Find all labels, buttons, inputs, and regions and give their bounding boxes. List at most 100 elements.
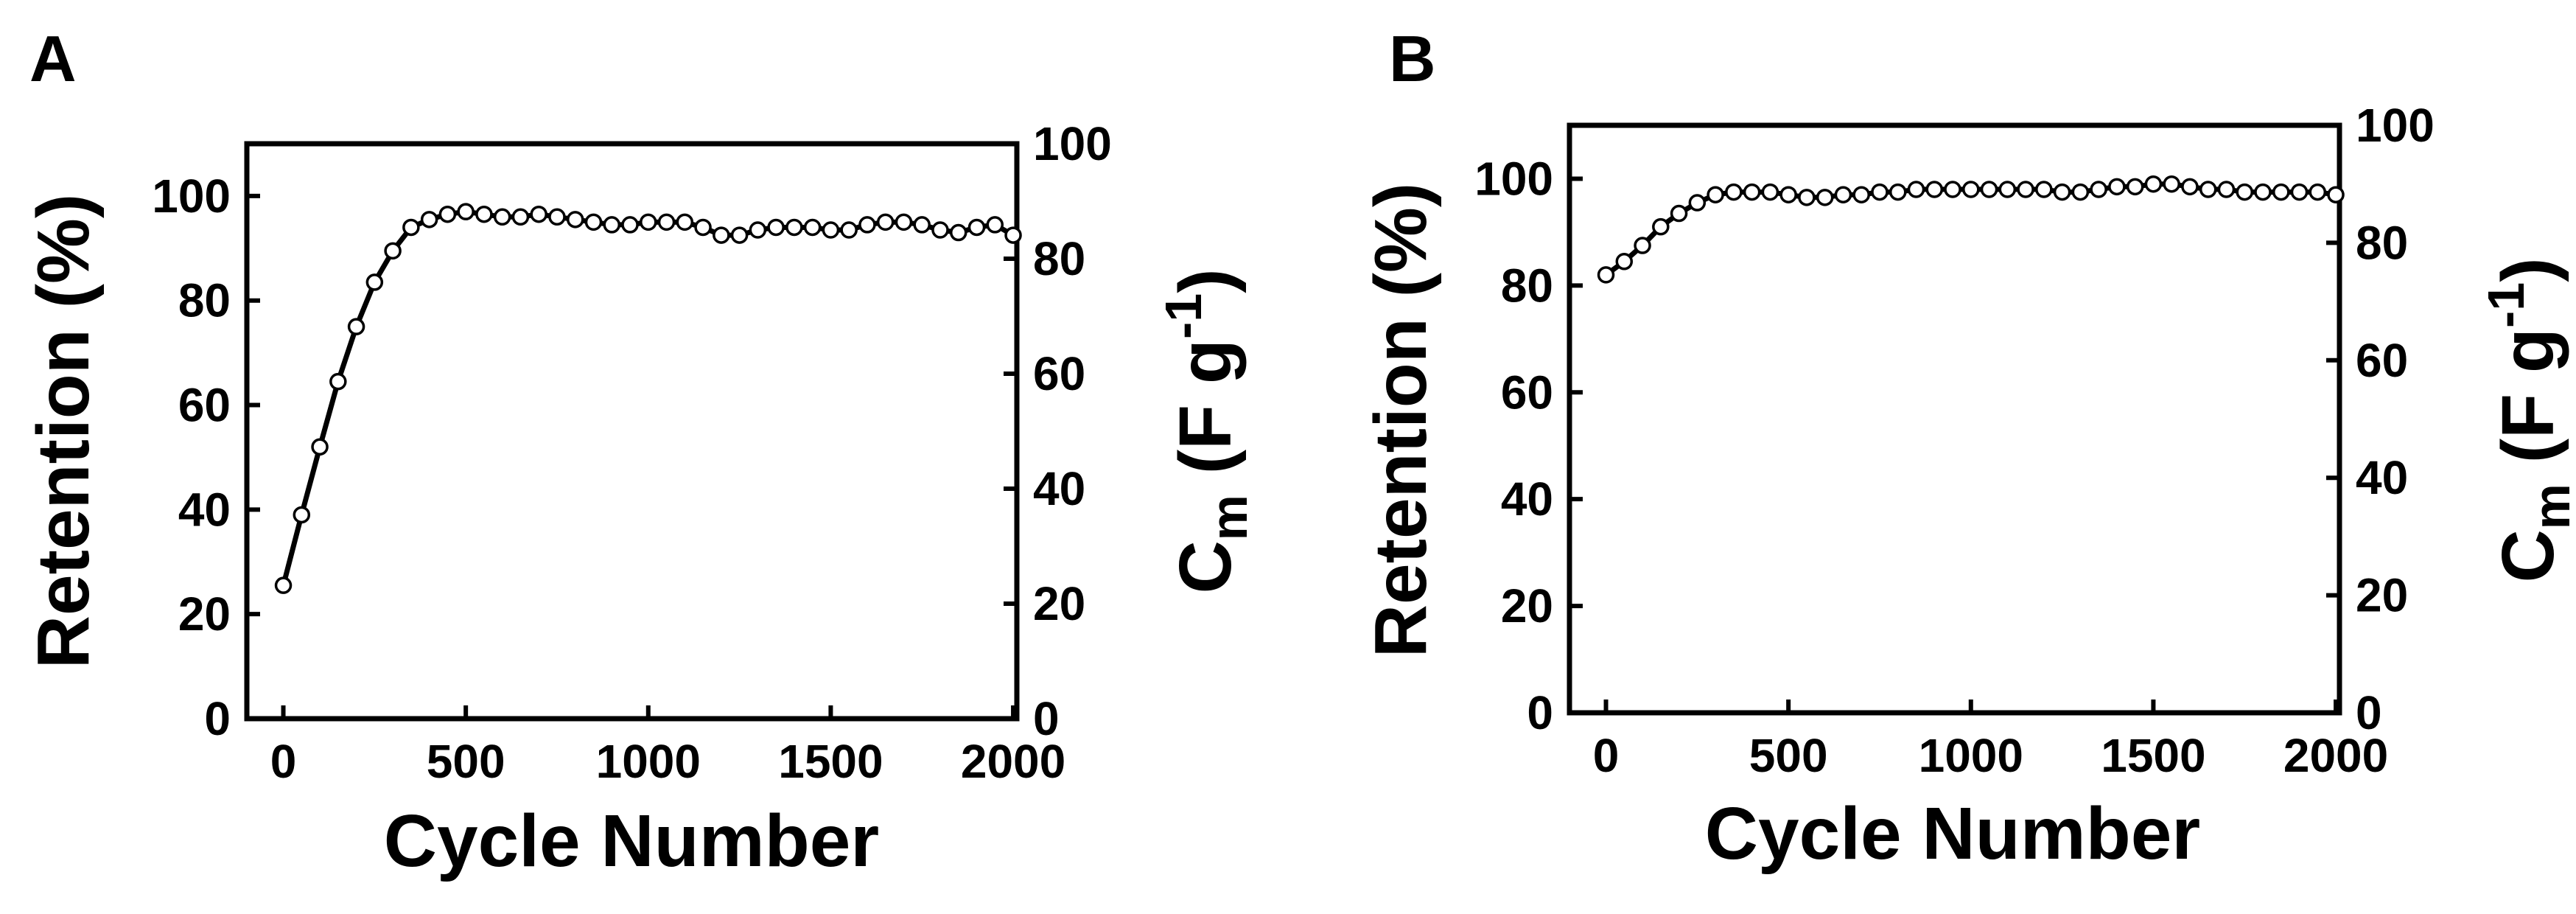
y2-tick-label: 60 [1033,347,1085,400]
y-axis-title-a: Retention (%) [22,194,105,669]
y-tick-label: 0 [204,692,231,745]
panel-a: A 0 500 1000 1500 20000204060801000204060801… [22,22,1258,882]
y-tick-label: 20 [178,587,231,641]
data-point [931,221,949,239]
y-tick-label: 80 [1501,259,1553,312]
data-point [2327,186,2345,203]
data-point [365,273,384,291]
data-point [2017,181,2034,198]
data-point [1615,253,1634,271]
plot-frame-b [1567,122,2342,716]
data-point [475,205,493,223]
data-point [603,216,621,234]
data-point [1944,181,1961,198]
y-tick-label: 0 [1527,686,1553,739]
data-point [2108,178,2126,196]
series-group-a [274,203,1022,594]
y-tick-label: 100 [152,170,231,223]
data-point [530,205,547,223]
data-point [730,226,749,244]
data-point [676,213,694,231]
data-point [1597,266,1615,284]
data-point [822,221,840,239]
data-point [713,226,730,244]
data-point [2053,183,2071,201]
data-point [2126,178,2144,196]
y2-tick-label: 40 [1033,462,1085,515]
data-point [803,218,822,237]
y-axis-title-b: Retention (%) [1359,183,1442,657]
data-point [347,318,365,335]
data-point [2090,181,2107,198]
data-point [950,223,967,242]
data-point [858,216,876,234]
data-point [694,218,712,237]
data-point [293,506,311,524]
data-point [584,213,603,231]
data-point [1670,204,1688,223]
data-point [511,208,530,226]
data-point [1761,183,1779,201]
data-point [895,213,913,231]
data-point [274,576,293,594]
y2-tick-label: 60 [2356,334,2408,387]
y2-tick-label: 0 [1033,692,1060,745]
data-point [876,213,895,231]
y-tick-label: 40 [178,483,231,536]
y2-tick-label: 40 [2356,451,2408,504]
y-tick-label: 80 [178,274,231,327]
y2-axis-title-sub-b: m [2523,484,2576,529]
y-tick-label: 40 [1501,472,1553,526]
data-point [1743,183,1761,201]
y2-tick-label: 80 [2356,216,2408,269]
y-tick-label: 100 [1474,152,1553,205]
data-point [329,372,347,391]
y2-tick-label: 100 [1033,117,1112,170]
data-point [2163,175,2180,193]
data-point [749,221,767,239]
y2-tick-label: 20 [2356,569,2408,622]
x-tick-label: 500 [427,735,505,788]
data-point [621,216,639,234]
data-point [1707,186,1724,203]
data-point [1852,186,1870,203]
data-point [2199,181,2217,198]
data-point [1889,183,1907,201]
y2-tick-label: 0 [2356,686,2382,739]
series-group-b [1597,175,2345,284]
data-point [1834,186,1852,203]
data-point [1962,181,1980,198]
data-point [2071,183,2090,201]
data-point [2144,175,2163,193]
data-point [1004,226,1022,244]
data-point [657,213,676,231]
y2-axis-title-sub-a: m [1200,495,1258,540]
y2-axis-title-close-b: ) [2487,257,2569,282]
data-point [913,216,931,234]
x-axis-title-b: Cycle Number [1705,792,2200,875]
y-tick-label: 20 [1501,579,1553,632]
data-point [785,218,803,237]
data-point [438,205,457,223]
data-point [1798,189,1816,206]
panel-b: B 0 500 1000 1500 20000204060801000204060801… [1359,22,2576,875]
data-point [311,438,329,456]
y2-tick-label: 100 [2356,99,2435,152]
data-point [1634,237,1651,254]
plot-frame-a [244,141,1020,722]
data-point [1998,181,2017,198]
data-point [457,203,475,220]
y2-axis-title-sup-b: -1 [2477,282,2535,328]
data-point [1779,186,1797,203]
data-point [2035,181,2053,198]
x-axis-title-a: Cycle Number [384,800,879,882]
y2-axis-title-main-b: C [2487,529,2569,582]
data-point [548,208,566,226]
data-point [1652,217,1670,236]
y2-axis-title-a: Cm (F g-1) [1155,268,1258,593]
y2-axis-title-unit-a: (F g [1164,339,1247,495]
x-tick-label: 0 [270,735,297,788]
